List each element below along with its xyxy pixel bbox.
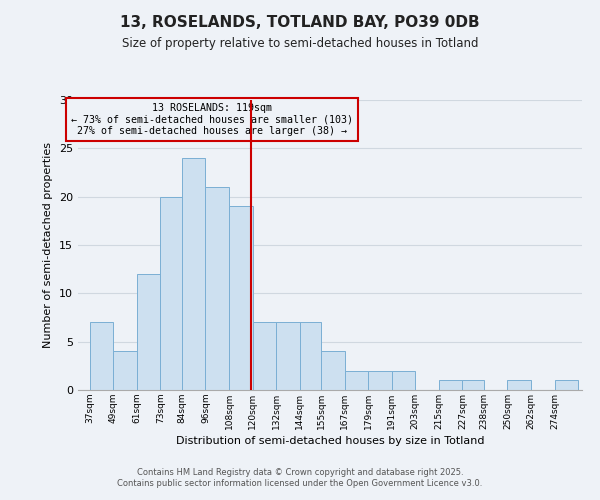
Bar (439, 380, 463, 390)
Bar (113, 352, 137, 390)
Text: Size of property relative to semi-detached houses in Totland: Size of property relative to semi-detach… (122, 38, 478, 51)
Bar (392, 370, 415, 390)
Bar (253, 322, 276, 390)
Bar (345, 370, 368, 390)
Bar (463, 380, 484, 390)
Text: 13 ROSELANDS: 119sqm
← 73% of semi-detached houses are smaller (103)
27% of semi: 13 ROSELANDS: 119sqm ← 73% of semi-detac… (71, 103, 353, 136)
Bar (508, 380, 531, 390)
Bar (299, 322, 321, 390)
Bar (90, 322, 113, 390)
Bar (182, 158, 205, 390)
Bar (321, 352, 345, 390)
Bar (160, 196, 182, 390)
Text: 13, ROSELANDS, TOTLAND BAY, PO39 0DB: 13, ROSELANDS, TOTLAND BAY, PO39 0DB (120, 15, 480, 30)
Bar (205, 187, 229, 390)
Y-axis label: Number of semi-detached properties: Number of semi-detached properties (43, 142, 53, 348)
Bar (368, 370, 392, 390)
Bar (554, 380, 578, 390)
Bar (229, 206, 253, 390)
X-axis label: Distribution of semi-detached houses by size in Totland: Distribution of semi-detached houses by … (176, 436, 484, 446)
Text: Contains HM Land Registry data © Crown copyright and database right 2025.
Contai: Contains HM Land Registry data © Crown c… (118, 468, 482, 487)
Bar (137, 274, 160, 390)
Bar (276, 322, 299, 390)
